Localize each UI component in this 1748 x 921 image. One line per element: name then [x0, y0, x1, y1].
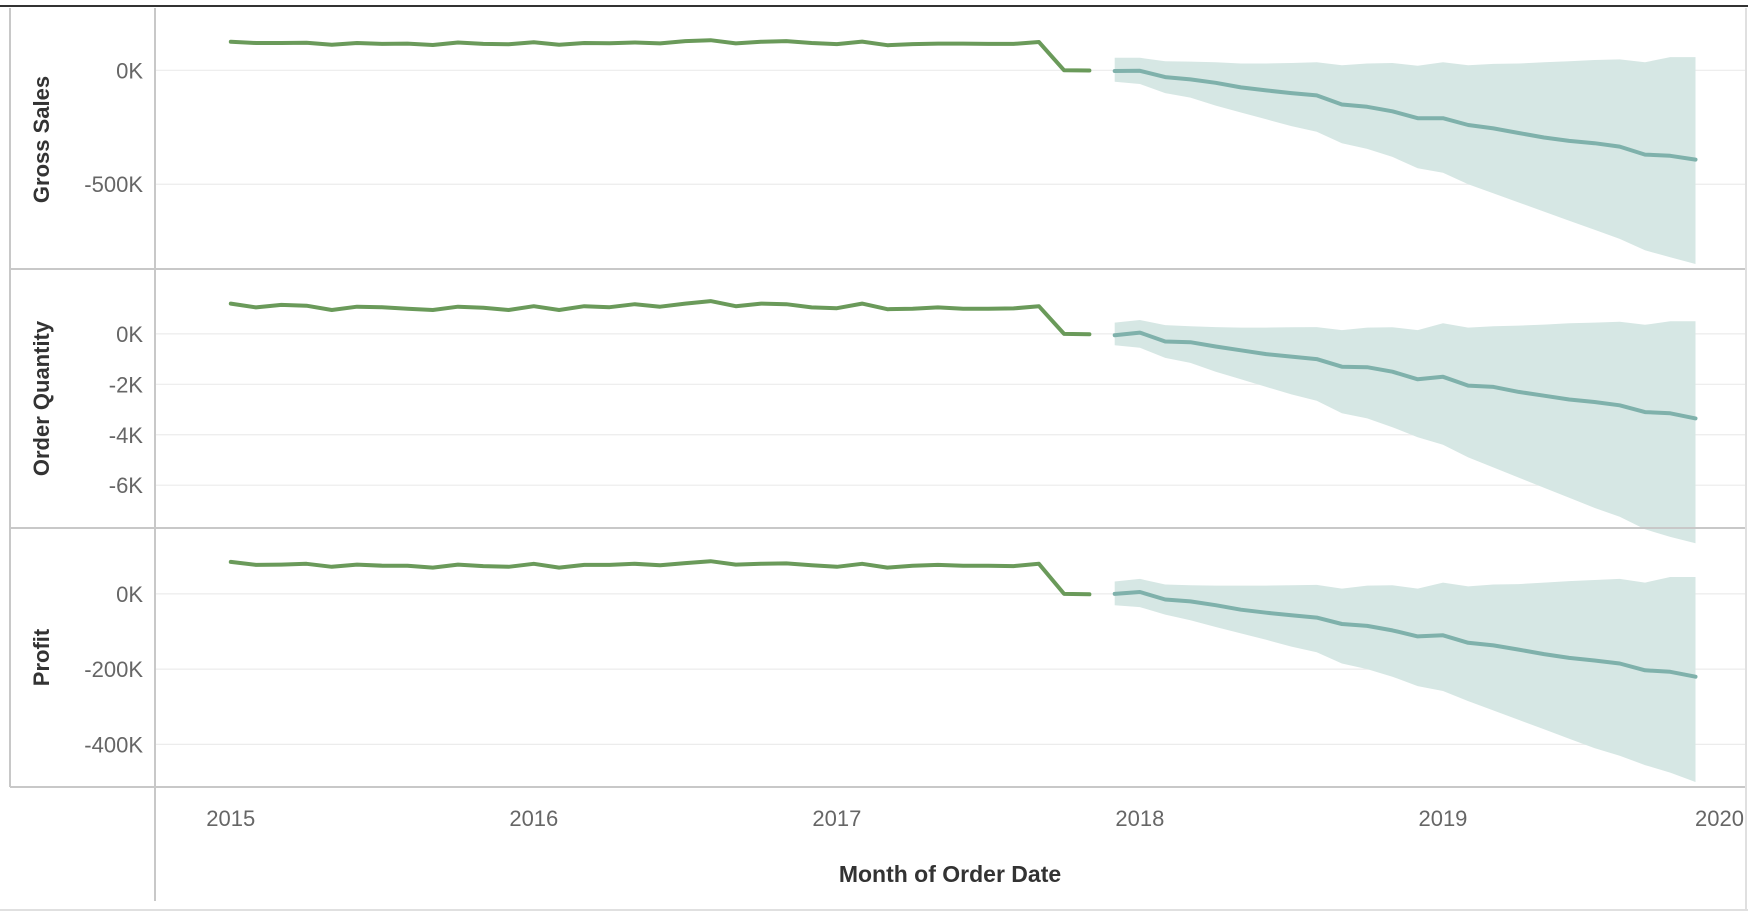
- order-quantity-forecast-line: [1112, 330, 1698, 421]
- order-quantity-axis-title: Order Quantity: [29, 320, 54, 476]
- x-axis-title: Month of Order Date: [839, 861, 1061, 887]
- series-lines: [228, 38, 1698, 679]
- order-quantity-y-tick-label: 0K: [116, 322, 143, 347]
- profit-forecast-band: [1114, 577, 1696, 782]
- x-tick-label: 2016: [509, 806, 558, 831]
- profit-forecast-line: [1112, 590, 1698, 679]
- profit-actual-line: [228, 559, 1092, 597]
- x-tick-label: 2020: [1695, 806, 1744, 831]
- gross-sales-forecast-band: [1114, 57, 1696, 264]
- order-quantity-actual-line: [228, 299, 1092, 337]
- profit-y-tick-label: -200K: [84, 657, 143, 682]
- x-tick-label: 2015: [206, 806, 255, 831]
- gross-sales-axis-title: Gross Sales: [29, 76, 54, 203]
- profit-axis-title: Profit: [29, 628, 54, 686]
- gross-sales-forecast-line: [1112, 68, 1698, 162]
- order-quantity-y-tick-label: -4K: [109, 423, 144, 448]
- x-tick-label: 2019: [1418, 806, 1467, 831]
- gridlines: [155, 69, 1746, 745]
- order-quantity-forecast-band: [1114, 320, 1696, 544]
- forecast-bands: [1114, 57, 1696, 782]
- profit-y-tick-label: -400K: [84, 732, 143, 757]
- gross-sales-y-tick-label: -500K: [84, 172, 143, 197]
- x-tick-label: 2018: [1115, 806, 1164, 831]
- axis-labels: 0K -500K Gross Sales 0K -2K -4K -6K Order Quant…: [29, 58, 1744, 887]
- order-quantity-y-tick-label: -2K: [109, 372, 144, 397]
- x-tick-label: 2017: [812, 806, 861, 831]
- panel-frame: [0, 5, 1748, 911]
- order-quantity-y-tick-label: -6K: [109, 473, 144, 498]
- gross-sales-actual-line: [228, 38, 1092, 73]
- gross-sales-y-tick-label: 0K: [116, 58, 143, 83]
- profit-y-tick-label: 0K: [116, 582, 143, 607]
